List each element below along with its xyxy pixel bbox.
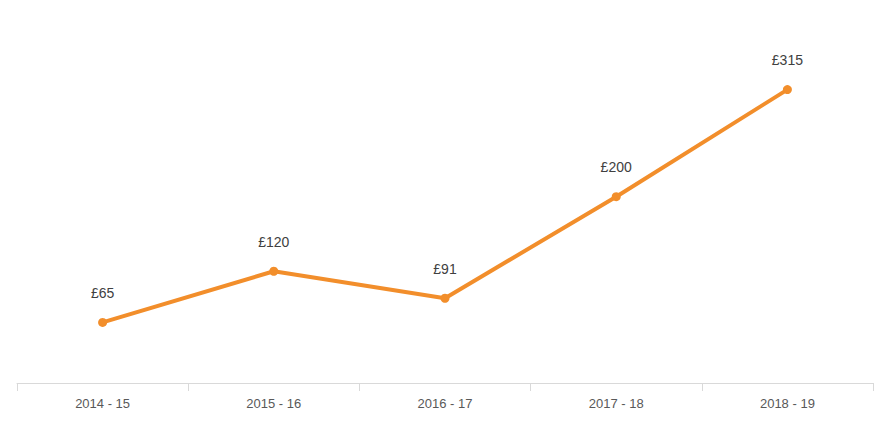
svg-text:£315: £315 <box>772 52 803 68</box>
svg-text:£120: £120 <box>258 234 289 250</box>
svg-text:£91: £91 <box>433 261 457 277</box>
svg-text:2018 - 19: 2018 - 19 <box>760 396 815 411</box>
svg-text:2014 - 15: 2014 - 15 <box>75 396 130 411</box>
svg-text:£200: £200 <box>601 159 632 175</box>
svg-text:£65: £65 <box>91 285 115 301</box>
svg-text:2017 - 18: 2017 - 18 <box>589 396 644 411</box>
svg-text:2016 - 17: 2016 - 17 <box>418 396 473 411</box>
svg-text:2015 - 16: 2015 - 16 <box>246 396 301 411</box>
